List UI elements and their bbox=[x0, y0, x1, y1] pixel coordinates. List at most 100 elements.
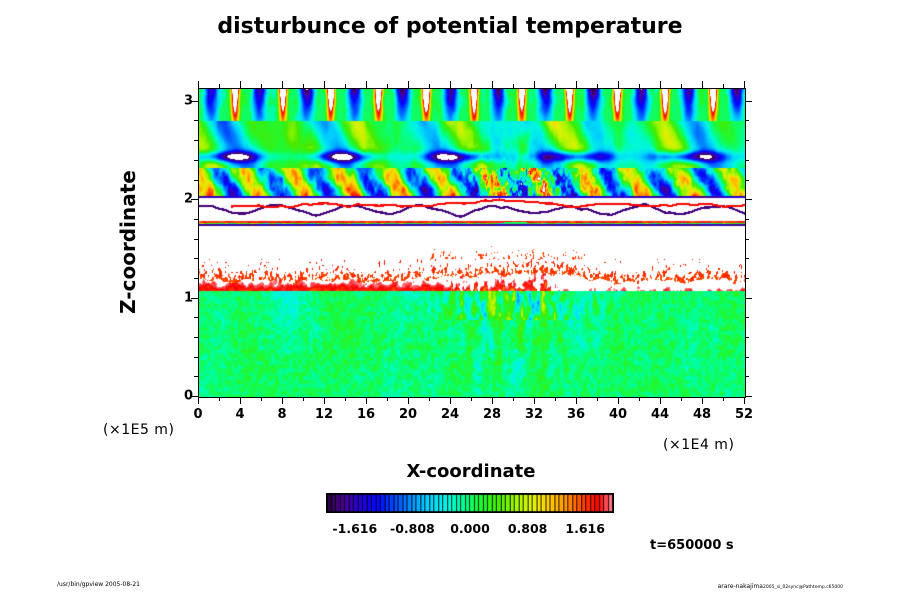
y-axis-tick bbox=[191, 298, 198, 299]
y-axis-minor-tick-right bbox=[745, 239, 749, 240]
x-axis-tick bbox=[198, 397, 199, 404]
y-axis-minor-tick-right bbox=[745, 120, 749, 121]
x-axis-tick-label: 0 bbox=[193, 407, 203, 422]
x-axis-tick bbox=[618, 397, 619, 404]
x-axis-tick bbox=[408, 397, 409, 404]
y-axis-title: Z-coordinate bbox=[116, 170, 140, 314]
x-axis-minor-tick bbox=[429, 397, 430, 401]
x-axis-tick-label: 36 bbox=[566, 407, 586, 422]
colorbar bbox=[326, 493, 614, 513]
y-axis-minor-tick-right bbox=[745, 357, 749, 358]
x-axis-tick-top bbox=[492, 81, 493, 88]
x-axis-tick-top bbox=[660, 81, 661, 88]
y-axis-minor-tick bbox=[194, 180, 198, 181]
plot-area bbox=[198, 88, 746, 398]
x-axis-tick-top bbox=[324, 81, 325, 88]
footer-source-label: arare-nakajima2005_si_02sync@Pathtemp.c6… bbox=[718, 583, 843, 590]
x-axis-tick-label: 12 bbox=[314, 407, 334, 422]
x-axis-minor-tick-top bbox=[345, 84, 346, 88]
x-axis-minor-tick-top bbox=[681, 84, 682, 88]
y-axis-minor-tick bbox=[194, 160, 198, 161]
x-axis-tick-top bbox=[366, 81, 367, 88]
colorbar-tick-labels: -1.616 -0.808 0.000 0.808 1.616 bbox=[300, 521, 640, 539]
x-axis-tick-label: 52 bbox=[734, 407, 754, 422]
x-axis-minor-tick-top bbox=[219, 84, 220, 88]
y-axis-tick bbox=[191, 101, 198, 102]
x-axis-tick bbox=[366, 397, 367, 404]
x-axis-tick-top bbox=[450, 81, 451, 88]
y-axis-minor-tick bbox=[194, 278, 198, 279]
temperature-field-heatmap bbox=[199, 89, 745, 397]
x-axis-minor-tick-top bbox=[513, 84, 514, 88]
x-axis-minor-tick-top bbox=[639, 84, 640, 88]
x-axis-tick-label: 8 bbox=[277, 407, 287, 422]
x-axis-minor-tick bbox=[555, 397, 556, 401]
x-axis-tick-top bbox=[744, 81, 745, 88]
x-axis-minor-tick-top bbox=[261, 84, 262, 88]
y-axis-minor-tick-right bbox=[745, 337, 749, 338]
x-axis-tick bbox=[702, 397, 703, 404]
colorbar-tick-label: 0.808 bbox=[507, 521, 548, 536]
x-axis-tick bbox=[282, 397, 283, 404]
y-axis-tick-right bbox=[745, 199, 752, 200]
x-axis-tick-label: 28 bbox=[482, 407, 502, 422]
x-axis-minor-tick bbox=[471, 397, 472, 401]
y-axis-minor-tick-right bbox=[745, 180, 749, 181]
y-axis-minor-tick bbox=[194, 120, 198, 121]
y-axis-minor-tick-right bbox=[745, 317, 749, 318]
x-axis-minor-tick bbox=[639, 397, 640, 401]
x-axis-tick bbox=[744, 397, 745, 404]
y-axis-tick-right bbox=[745, 298, 752, 299]
colorbar-tick-label: 1.616 bbox=[565, 521, 605, 536]
x-axis-minor-tick bbox=[597, 397, 598, 401]
x-axis-minor-tick bbox=[219, 397, 220, 401]
x-axis-tick-label: 32 bbox=[524, 407, 544, 422]
x-axis-tick bbox=[534, 397, 535, 404]
x-axis-tick bbox=[492, 397, 493, 404]
y-axis-minor-tick-right bbox=[745, 140, 749, 141]
x-axis-tick-top bbox=[618, 81, 619, 88]
x-axis-tick bbox=[576, 397, 577, 404]
x-axis-tick bbox=[660, 397, 661, 404]
z-unit-label: (×1E5 m) bbox=[103, 422, 175, 438]
x-axis-tick-label: 16 bbox=[356, 407, 376, 422]
x-axis-tick-top bbox=[576, 81, 577, 88]
y-axis-minor-tick bbox=[194, 140, 198, 141]
page-title: disturbunce of potential temperature bbox=[217, 14, 683, 39]
timestamp-label: t=650000 s bbox=[650, 538, 734, 553]
x-axis-tick-label: 20 bbox=[398, 407, 418, 422]
y-axis-tick-right bbox=[745, 101, 752, 102]
x-axis-minor-tick-top bbox=[597, 84, 598, 88]
y-axis-minor-tick bbox=[194, 357, 198, 358]
x-axis-minor-tick-top bbox=[471, 84, 472, 88]
colorbar-tick-label: -0.808 bbox=[390, 521, 435, 536]
y-axis-minor-tick-right bbox=[745, 219, 749, 220]
colorbar-gradient bbox=[326, 493, 614, 513]
x-axis-title: X-coordinate bbox=[406, 461, 536, 482]
x-axis-tick-top bbox=[198, 81, 199, 88]
x-axis-tick bbox=[450, 397, 451, 404]
y-axis-minor-tick bbox=[194, 258, 198, 259]
x-axis-minor-tick bbox=[387, 397, 388, 401]
x-axis-tick-label: 40 bbox=[608, 407, 628, 422]
x-axis-tick-top bbox=[408, 81, 409, 88]
x-axis-minor-tick-top bbox=[303, 84, 304, 88]
y-axis-minor-tick bbox=[194, 239, 198, 240]
x-unit-label: (×1E4 m) bbox=[663, 437, 735, 453]
footer-user: arare-nakajima bbox=[717, 583, 763, 590]
x-axis-tick bbox=[324, 397, 325, 404]
y-axis-tick bbox=[191, 396, 198, 397]
footer-path: 2005_si_02sync@Pathtemp.c65000 bbox=[763, 585, 843, 590]
x-axis-tick-top bbox=[282, 81, 283, 88]
y-axis-tick bbox=[191, 199, 198, 200]
x-axis-minor-tick-top bbox=[387, 84, 388, 88]
x-axis-tick-top bbox=[534, 81, 535, 88]
x-axis-minor-tick bbox=[261, 397, 262, 401]
footer-command-label: /usr/bin/gpview 2005-08-21 bbox=[57, 581, 140, 588]
x-axis-minor-tick-top bbox=[555, 84, 556, 88]
y-axis-minor-tick bbox=[194, 337, 198, 338]
x-axis-tick-top bbox=[702, 81, 703, 88]
x-axis-minor-tick bbox=[303, 397, 304, 401]
x-axis-minor-tick bbox=[345, 397, 346, 401]
